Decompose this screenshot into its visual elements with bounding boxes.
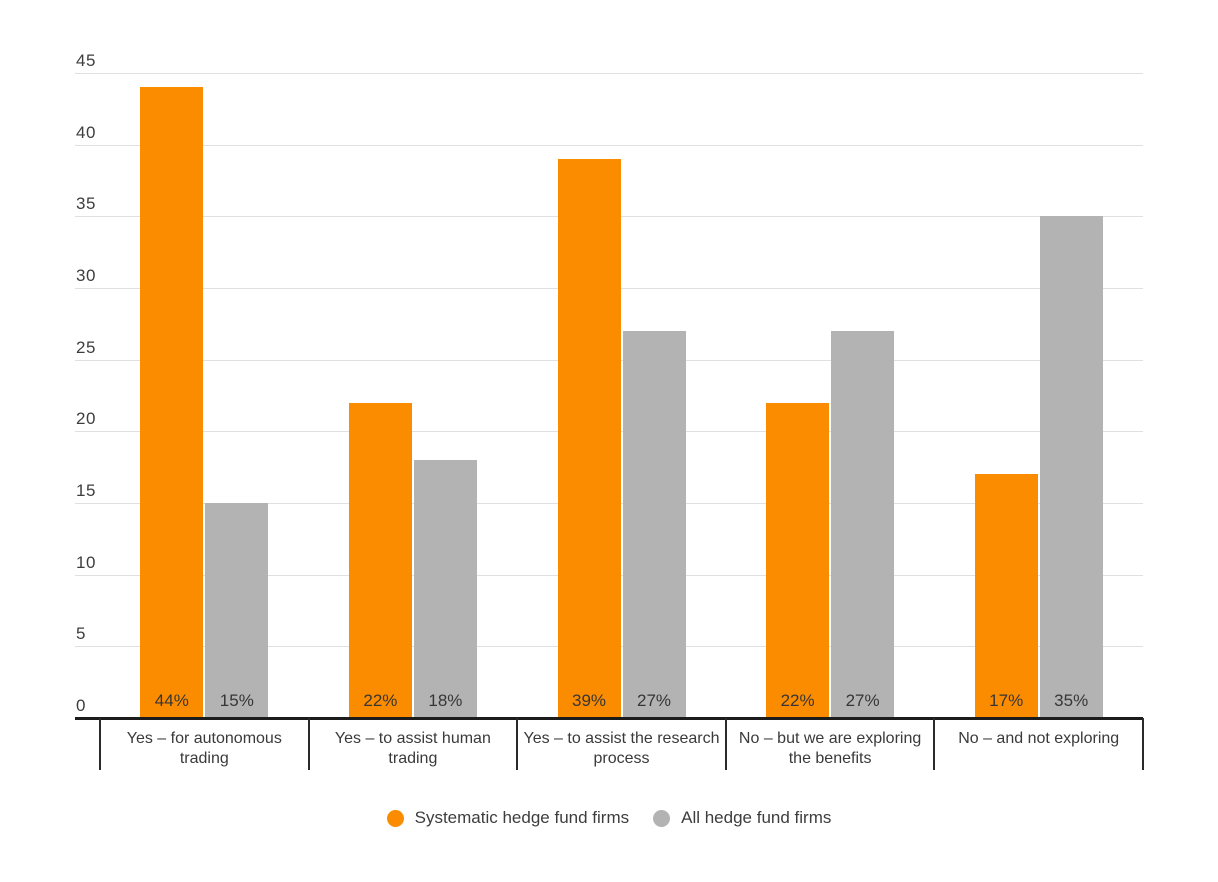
legend-swatch-gray-icon [653, 809, 671, 827]
legend-swatch-orange-icon [386, 809, 404, 827]
y-axis-tick-label: 10 [76, 552, 96, 572]
bar-value-label: 17% [989, 691, 1024, 710]
x-axis-category-label: No – and not exploring [958, 730, 1120, 747]
y-axis-tick-label: 0 [76, 696, 86, 715]
legend: Systematic hedge fund firms All hedge fu… [0, 801, 1218, 835]
bar-systematic [974, 474, 1038, 718]
bar-value-label: 27% [845, 691, 880, 710]
x-axis-category-label: Yes – to assist human trading [334, 730, 491, 767]
gridline [75, 144, 1143, 146]
x-axis-category-label: Yes – to assist the research process [523, 730, 720, 767]
x-axis-line [75, 717, 1143, 720]
bar-all [413, 460, 477, 718]
bar-value-label: 27% [636, 691, 672, 710]
y-axis-tick-label: 45 [76, 51, 96, 70]
legend-item-systematic: Systematic hedge fund firms [386, 808, 630, 828]
x-axis-category-label: Yes – for autonomous trading [126, 730, 282, 767]
bar-value-label: 35% [1054, 691, 1089, 710]
gridline [75, 73, 1143, 74]
bar-value-label: 22% [363, 691, 398, 710]
x-axis-tick [516, 718, 519, 770]
bar-all [205, 503, 269, 718]
y-axis-tick-label: 40 [76, 122, 96, 142]
y-axis-tick-label: 20 [76, 409, 96, 429]
legend-label-systematic: Systematic hedge fund firms [414, 808, 630, 827]
x-axis-tick [307, 718, 310, 770]
bar-all [622, 331, 686, 718]
bar-value-label: 39% [571, 691, 607, 710]
x-axis-tick [724, 718, 727, 770]
legend-item-all: All hedge fund firms [653, 808, 831, 828]
bar-all [1039, 216, 1103, 718]
y-axis-tick-label: 30 [76, 266, 96, 285]
y-axis-tick-label: 25 [76, 337, 96, 357]
bar-value-label: 22% [780, 691, 815, 710]
bar-systematic [348, 402, 412, 718]
x-axis-tick [99, 718, 101, 770]
bar-all [831, 331, 895, 718]
y-axis-tick-label: 15 [76, 481, 96, 500]
y-axis-tick-label: 35 [76, 194, 96, 214]
bar-systematic [766, 402, 830, 718]
bar-value-label: 15% [219, 691, 254, 710]
bar-systematic [557, 159, 621, 718]
x-axis-tick [933, 718, 936, 770]
bar-systematic [140, 87, 204, 718]
x-axis-category-label: No – but we are exploring the benefits [738, 730, 922, 767]
legend-label-all: All hedge fund firms [681, 808, 832, 827]
bar-value-label: 44% [154, 691, 189, 710]
x-axis-tick [1142, 718, 1144, 770]
y-axis-tick-label: 5 [76, 624, 86, 644]
bar-value-label: 18% [428, 691, 463, 710]
